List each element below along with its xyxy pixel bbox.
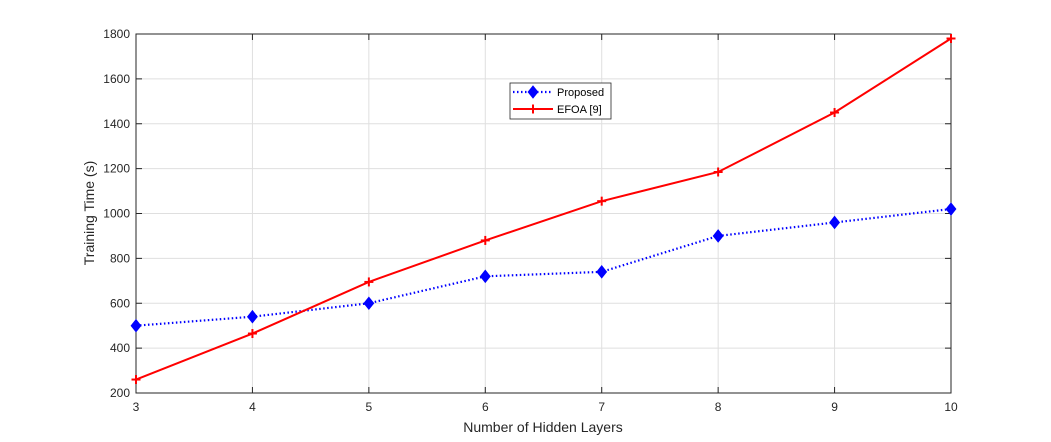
y-tick-label: 1800 [103,27,130,41]
x-tick-label: 8 [715,400,722,414]
legend-label: Proposed [557,87,604,99]
y-tick-label: 400 [110,341,130,355]
y-axis-title: Training Time (s) [81,161,97,266]
x-tick-label: 7 [598,400,605,414]
legend-box [509,82,612,120]
series-proposed [130,202,957,333]
data-point [130,318,142,333]
data-point [246,309,258,324]
data-point [596,265,608,279]
legend-label: EFOA [9] [557,104,602,116]
data-point [946,33,956,43]
data-point [829,215,841,230]
data-point [712,229,724,243]
data-point [479,269,491,284]
y-tick-label: 800 [110,251,130,265]
x-tick-label: 4 [249,400,256,414]
y-tick-label: 600 [110,296,130,310]
data-point [131,375,141,385]
y-tick-label: 1600 [103,72,130,86]
x-tick-label: 3 [133,400,140,414]
x-axis-title: Number of Hidden Layers [463,419,623,435]
x-tick-label: 5 [366,400,373,414]
series-layer [130,33,957,385]
y-tick-label: 1000 [103,207,130,221]
x-tick-label: 10 [944,400,958,414]
y-axis-ticks: 200 400 600 800 1000 1200 1400 1600 1800 [103,27,951,400]
data-point [713,167,723,177]
series-line [135,37,952,381]
series-line [135,207,952,327]
data-point [247,329,257,339]
legend: Proposed EFOA [9] [509,82,612,120]
x-tick-label: 9 [831,400,838,414]
legend-marker [528,104,538,114]
data-point [363,296,375,311]
legend-marker [527,85,539,99]
data-point [830,108,840,118]
data-point [597,196,607,206]
series-efoa [131,33,956,385]
y-tick-label: 200 [110,386,130,400]
data-point [945,202,957,216]
y-tick-label: 1400 [103,117,130,131]
data-point [480,235,490,245]
data-point [364,277,374,287]
y-tick-label: 1200 [103,162,130,176]
x-tick-label: 6 [482,400,489,414]
legend-entries: Proposed EFOA [9] [513,85,604,116]
